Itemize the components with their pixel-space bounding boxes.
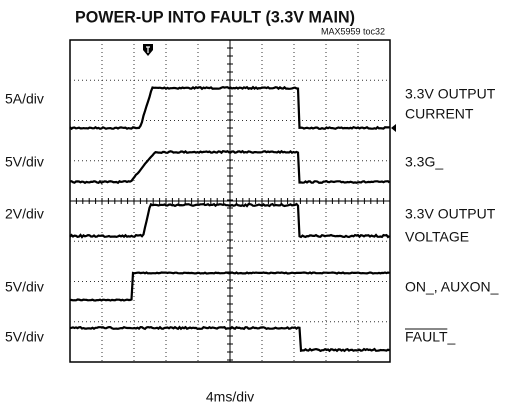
traces	[69, 85, 391, 353]
channel-name: 3.3V OUTPUT	[405, 206, 496, 222]
x-label: 4ms/div	[206, 389, 254, 405]
channel-name: ON_, AUXON_	[405, 279, 499, 295]
channel-scale: 5V/div	[5, 329, 44, 345]
channel-name: VOLTAGE	[405, 229, 469, 245]
level-marker	[391, 124, 396, 132]
trace	[69, 202, 391, 239]
trace	[69, 149, 391, 185]
trace	[69, 325, 390, 353]
trace	[69, 85, 390, 131]
channel-scale: 5V/div	[5, 154, 44, 170]
title: POWER-UP INTO FAULT (3.3V MAIN)	[75, 7, 355, 26]
grid	[69, 39, 391, 362]
channel-name: CURRENT	[405, 106, 474, 122]
figure-id: MAX5959 toc32	[321, 26, 385, 36]
channel-scale: 5A/div	[5, 91, 44, 107]
trigger-marker-t	[146, 46, 150, 53]
channel-scale: 5V/div	[5, 279, 44, 295]
channel-scale: 2V/div	[5, 206, 44, 222]
trace	[69, 271, 390, 302]
channel-name: 3.3G_	[405, 154, 443, 170]
channel-name: FAULT_	[405, 329, 456, 345]
channel-name: 3.3V OUTPUT	[405, 86, 496, 102]
